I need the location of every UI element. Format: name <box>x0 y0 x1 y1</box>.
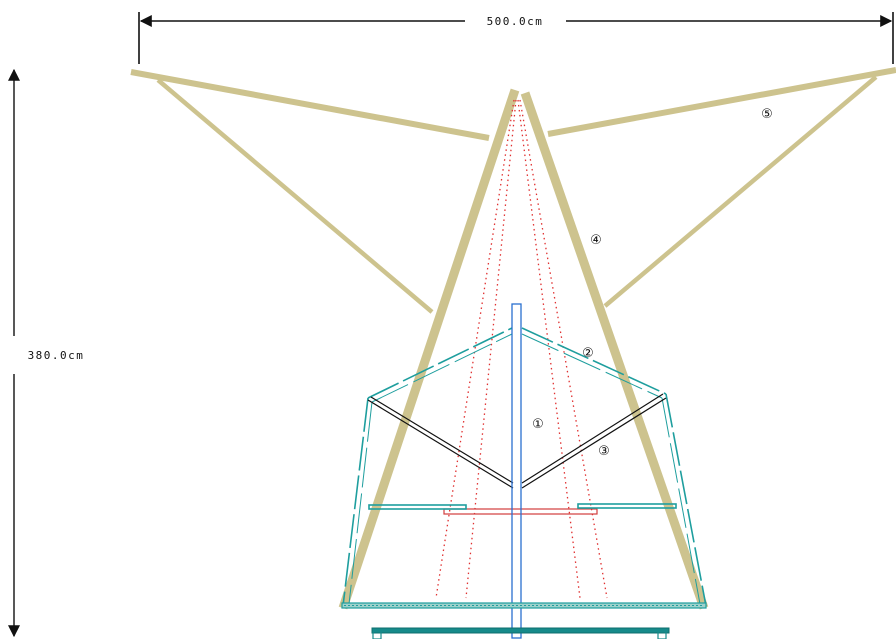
lower-base-bar <box>371 627 670 634</box>
shelves <box>368 503 677 515</box>
envelope-roof-right <box>521 327 667 395</box>
callout-2: ② <box>582 346 594 361</box>
cable-left-b <box>370 396 514 484</box>
callout-5: ⑤ <box>761 107 773 122</box>
callout-1: ① <box>532 417 544 432</box>
dotted-line-2 <box>465 99 517 599</box>
right-teal-shelf <box>577 503 677 509</box>
teal-dashed-envelope <box>342 327 707 607</box>
cable-right-b <box>521 393 664 484</box>
callout-4: ④ <box>590 233 602 248</box>
envelope-side-left-inner <box>348 401 373 605</box>
central-post <box>511 303 522 639</box>
envelope-roof-left-inner <box>371 333 513 403</box>
envelope-side-right-inner <box>661 397 701 605</box>
dotted-line-1 <box>435 99 515 599</box>
teal-dashed-envelope-inner <box>348 333 701 605</box>
envelope-roof-left <box>367 327 513 399</box>
cable-left-a <box>367 399 514 489</box>
cable-right-a <box>521 397 667 489</box>
height-label: 380.0cm <box>28 349 85 362</box>
dotted-line-3 <box>517 99 581 599</box>
left-main-leg <box>338 88 520 610</box>
right-brace <box>603 75 878 308</box>
timber-frame <box>130 67 896 610</box>
right-main-leg <box>520 91 709 610</box>
base-platform <box>341 602 707 640</box>
right-top-beam <box>547 67 896 137</box>
envelope-side-left <box>342 397 369 607</box>
width-dimension: 500.0cm <box>138 12 894 64</box>
envelope-roof-right-inner <box>521 333 663 399</box>
dotted-guides <box>435 99 608 599</box>
callout-3: ③ <box>598 444 610 459</box>
height-dimension: 380.0cm <box>8 68 85 638</box>
envelope-side-right <box>665 393 707 607</box>
left-teal-shelf <box>368 504 467 510</box>
dotted-line-4 <box>519 99 608 599</box>
left-top-beam <box>130 69 490 141</box>
width-label: 500.0cm <box>487 15 544 28</box>
left-brace <box>156 78 434 314</box>
v-cables <box>367 393 667 489</box>
callouts: ① ② ③ ④ ⑤ <box>532 107 773 459</box>
